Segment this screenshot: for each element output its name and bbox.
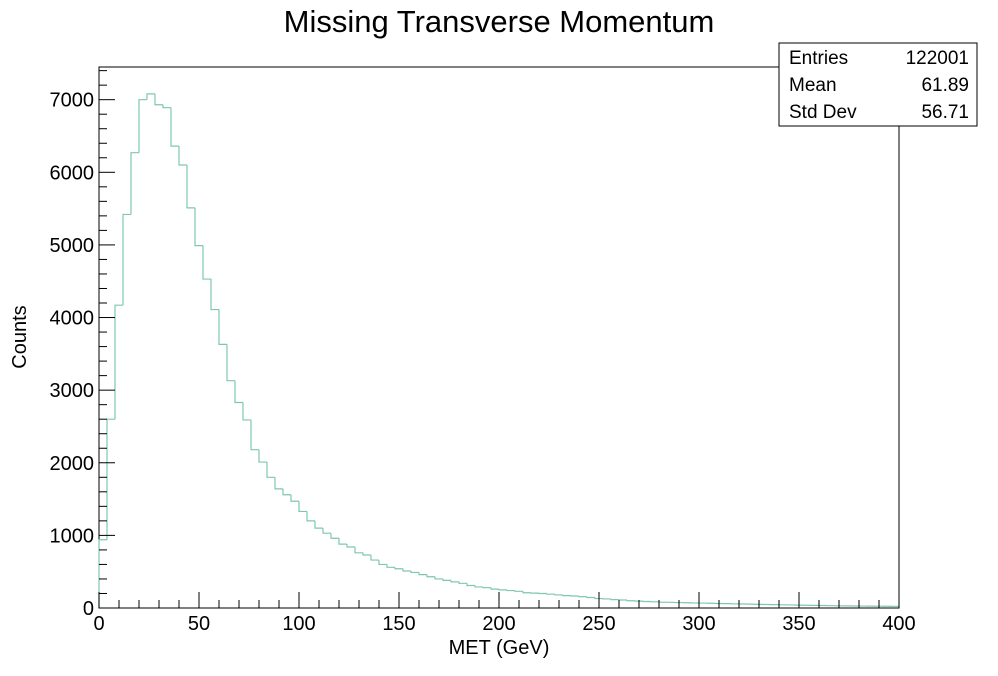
y-tick-label: 3000 xyxy=(50,380,95,402)
histogram-bin xyxy=(434,576,443,580)
y-tick-label: 5000 xyxy=(50,235,95,257)
histogram-bin xyxy=(258,449,267,463)
histogram-bin xyxy=(514,590,523,592)
histogram-bin xyxy=(626,600,635,602)
stats-mean-value: 61.89 xyxy=(921,75,969,96)
histogram-bin xyxy=(138,99,147,153)
histogram-bin xyxy=(410,570,419,574)
x-tick-label: 50 xyxy=(188,613,210,635)
histogram-bin xyxy=(370,554,379,561)
y-tick-label: 1000 xyxy=(50,525,95,547)
stats-entries-value: 122001 xyxy=(906,48,969,69)
histogram-bin xyxy=(346,544,355,548)
histogram-bin xyxy=(274,477,283,490)
histogram-bin xyxy=(562,594,571,597)
x-tick-label: 200 xyxy=(482,613,515,635)
histogram-bin xyxy=(242,402,251,421)
histogram-bin xyxy=(170,107,179,147)
histogram-bin xyxy=(314,520,323,529)
y-tick-label: 2000 xyxy=(50,453,95,475)
histogram-bin xyxy=(146,93,155,100)
histogram-bin xyxy=(554,594,563,596)
histogram-bars xyxy=(98,93,900,608)
histogram-bin xyxy=(114,304,123,420)
x-axis: 0 50 100 150 200 250 300 350 400 xyxy=(93,592,916,635)
x-tick-label: 0 xyxy=(93,613,104,635)
histogram-bin xyxy=(442,578,451,582)
histogram-bin xyxy=(330,533,339,539)
histogram-bin xyxy=(546,593,555,595)
stats-box-frame xyxy=(778,42,978,127)
histogram-bin xyxy=(362,552,371,556)
histogram-bin xyxy=(218,309,227,345)
chart-title: Missing Transverse Momentum xyxy=(284,4,715,39)
histogram-bin xyxy=(522,591,531,594)
stats-entries-label: Entries xyxy=(789,48,848,69)
histogram-bin xyxy=(226,344,235,382)
x-tick-label: 250 xyxy=(582,613,615,635)
histogram-bin xyxy=(202,245,211,280)
stats-box: Entries 122001 Mean 61.89 Std Dev 56.71 xyxy=(778,42,978,127)
histogram-bin xyxy=(378,560,387,566)
y-tick-label: 7000 xyxy=(50,90,95,112)
histogram-bin xyxy=(298,501,307,513)
histogram-bin xyxy=(106,418,115,540)
histogram-bin xyxy=(458,581,467,584)
histogram-bin xyxy=(450,580,459,583)
histogram-bin xyxy=(498,589,507,591)
x-tick-label: 100 xyxy=(282,613,315,635)
x-tick-label: 400 xyxy=(882,613,915,635)
histogram-bin xyxy=(162,104,171,109)
histogram-bin xyxy=(402,568,411,572)
histogram-bin xyxy=(234,380,243,404)
y-tick-label: 0 xyxy=(83,598,94,620)
histogram-bin xyxy=(98,539,107,608)
x-axis-title: MET (GeV) xyxy=(449,637,550,659)
histogram-bin xyxy=(394,567,403,570)
x-tick-label: 150 xyxy=(382,613,415,635)
stats-stddev-label: Std Dev xyxy=(789,102,857,123)
x-tick-label: 350 xyxy=(782,613,815,635)
stats-mean-label: Mean xyxy=(789,75,837,96)
histogram-bin xyxy=(306,511,315,522)
histogram-bin xyxy=(178,146,187,166)
y-tick-label: 6000 xyxy=(50,162,95,184)
histogram-bin xyxy=(154,93,163,106)
histogram-bin xyxy=(490,587,499,590)
histogram-bin xyxy=(466,583,475,587)
histogram-bin xyxy=(610,598,619,601)
histogram-bin xyxy=(426,574,435,578)
y-axis: 0 1000 2000 3000 4000 5000 6000 7000 xyxy=(50,70,115,620)
histogram-bin xyxy=(386,564,395,568)
y-tick-label: 4000 xyxy=(50,308,95,330)
histogram-bin xyxy=(482,586,491,589)
histogram-bin xyxy=(290,494,299,502)
histogram-bin xyxy=(474,585,483,588)
histogram-bin xyxy=(594,597,603,600)
stats-stddev-value: 56.71 xyxy=(921,102,969,123)
histogram-bin xyxy=(210,279,219,311)
histogram-bin xyxy=(322,528,331,534)
histogram-bin xyxy=(338,538,347,545)
histogram-bin xyxy=(418,572,427,576)
y-axis-title: Counts xyxy=(9,305,31,368)
histogram-bin xyxy=(266,462,275,478)
histogram-bin xyxy=(130,152,139,215)
histogram-bin xyxy=(122,213,131,306)
x-tick-label: 300 xyxy=(682,613,715,635)
histogram-bin xyxy=(586,596,595,599)
histogram-bin xyxy=(194,207,203,247)
histogram-bin xyxy=(506,589,515,592)
histogram-bin xyxy=(354,547,363,554)
histogram-bin xyxy=(282,488,291,496)
histogram-bin xyxy=(250,419,259,451)
histogram-bin xyxy=(186,165,195,209)
histogram-bin xyxy=(578,596,587,598)
